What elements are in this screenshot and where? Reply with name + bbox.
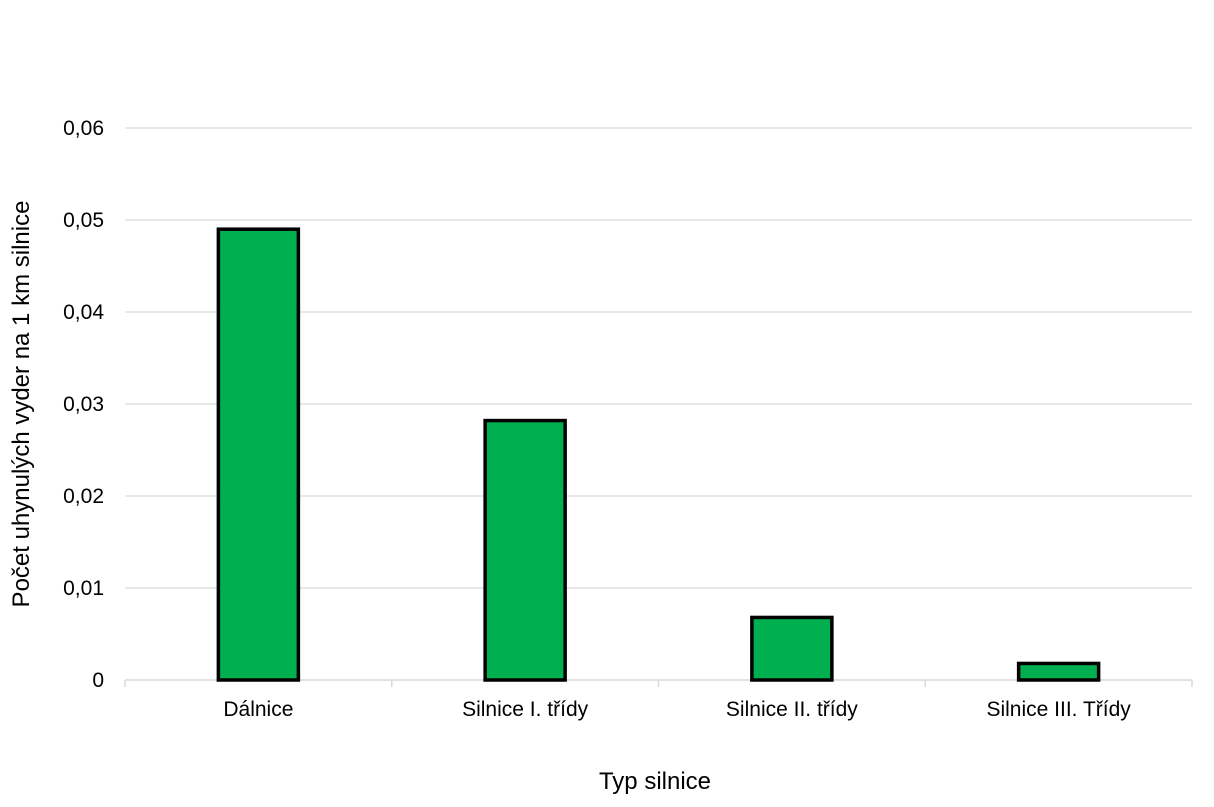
y-tick-label: 0,06 xyxy=(63,117,104,140)
y-tick-labels: 0 0,01 0,02 0,03 0,04 0,05 0,06 xyxy=(63,117,104,692)
y-tick-label: 0,05 xyxy=(63,209,104,232)
x-axis-title: Typ silnice xyxy=(599,768,711,795)
bar xyxy=(1016,661,1101,682)
y-axis-title: Počet uhynulých vyder na 1 km silnice xyxy=(8,201,35,608)
x-tick-label: Silnice I. třídy xyxy=(462,698,589,721)
bars xyxy=(216,227,1101,682)
y-tick-label: 0,03 xyxy=(63,393,104,416)
bar xyxy=(750,615,834,682)
bar xyxy=(483,418,567,682)
x-tick-label: Silnice III. Třídy xyxy=(986,698,1131,721)
y-tick-label: 0,04 xyxy=(63,301,104,324)
x-tick-label: Silnice II. třídy xyxy=(726,698,858,721)
y-tick-label: 0,01 xyxy=(63,577,104,600)
x-tick-labels: Dálnice Silnice I. třídy Silnice II. třídy… xyxy=(223,698,1131,721)
x-axis xyxy=(124,679,1193,687)
x-tick-label: Dálnice xyxy=(223,698,293,721)
y-tick-label: 0,02 xyxy=(63,485,104,508)
gridlines xyxy=(125,127,1192,589)
bar xyxy=(216,227,301,682)
y-tick-label: 0 xyxy=(92,669,104,692)
